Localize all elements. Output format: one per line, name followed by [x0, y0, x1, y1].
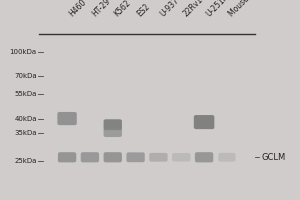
Text: 35kDa: 35kDa [14, 130, 37, 136]
Text: 70kDa: 70kDa [14, 73, 37, 79]
FancyBboxPatch shape [57, 112, 77, 125]
Text: U-937: U-937 [158, 0, 181, 18]
Text: HT-29: HT-29 [90, 0, 112, 18]
FancyBboxPatch shape [103, 152, 122, 162]
FancyBboxPatch shape [126, 152, 145, 162]
Text: 22Rv1: 22Rv1 [181, 0, 205, 18]
Text: K562: K562 [113, 0, 133, 18]
Text: Mouse liver: Mouse liver [227, 0, 264, 18]
Text: ES2: ES2 [136, 2, 152, 18]
FancyBboxPatch shape [103, 119, 122, 130]
Text: U-251MG: U-251MG [204, 0, 235, 18]
FancyBboxPatch shape [81, 152, 99, 162]
Text: 100kDa: 100kDa [10, 49, 37, 55]
FancyBboxPatch shape [58, 152, 76, 162]
FancyBboxPatch shape [194, 115, 214, 129]
FancyBboxPatch shape [149, 153, 168, 162]
Text: 25kDa: 25kDa [14, 158, 37, 164]
Text: H460: H460 [67, 0, 88, 18]
FancyBboxPatch shape [172, 153, 190, 162]
FancyBboxPatch shape [218, 153, 236, 162]
FancyBboxPatch shape [103, 128, 122, 137]
Text: GCLM: GCLM [262, 153, 286, 162]
FancyBboxPatch shape [195, 152, 213, 162]
Text: 40kDa: 40kDa [14, 116, 37, 122]
Text: 55kDa: 55kDa [14, 91, 37, 97]
